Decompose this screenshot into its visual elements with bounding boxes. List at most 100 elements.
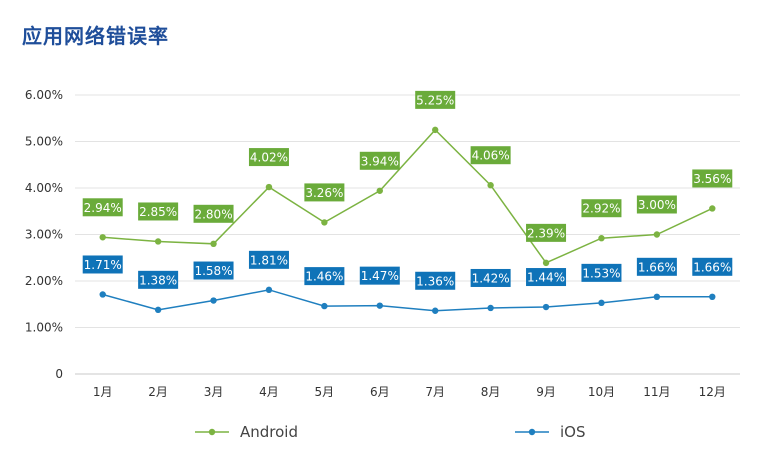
y-tick-label: 3.00% bbox=[25, 228, 63, 242]
series-group bbox=[99, 126, 716, 314]
data-label-text: 2.94% bbox=[84, 201, 122, 215]
data-point bbox=[99, 291, 106, 298]
data-label: 1.36% bbox=[415, 271, 456, 290]
data-label-text: 1.44% bbox=[527, 271, 565, 285]
data-label: 3.26% bbox=[304, 183, 345, 202]
data-label-bg bbox=[82, 255, 123, 274]
data-label: 1.42% bbox=[470, 268, 511, 287]
data-label: 1.81% bbox=[248, 250, 289, 269]
data-label-bg bbox=[82, 198, 123, 217]
data-label: 4.06% bbox=[470, 146, 511, 165]
x-tick-label: 4月 bbox=[259, 385, 279, 399]
data-point bbox=[598, 235, 605, 242]
y-tick-label: 1.00% bbox=[25, 321, 63, 335]
data-label: 3.94% bbox=[359, 151, 400, 170]
data-label-bg bbox=[692, 169, 733, 188]
data-label-bg bbox=[138, 270, 179, 289]
data-label-bg bbox=[359, 266, 400, 285]
x-tick-label: 10月 bbox=[588, 385, 615, 399]
data-point bbox=[265, 286, 273, 294]
x-axis-ticks: 1月 2月 3月 4月 5月 6月 7月 8月 9月 10月 11月 12月 bbox=[93, 385, 726, 399]
data-label: 1.53% bbox=[581, 263, 622, 282]
x-tick-label: 2月 bbox=[148, 385, 168, 399]
data-point bbox=[542, 303, 550, 311]
data-label-bg bbox=[138, 202, 179, 221]
chart-title: 应用网络错误率 bbox=[22, 24, 169, 48]
data-label-text: 1.58% bbox=[194, 264, 232, 278]
data-label: 1.66% bbox=[692, 257, 733, 276]
y-axis-ticks: 0 1.00% 2.00% 3.00% 4.00% 5.00% 6.00% bbox=[25, 88, 63, 381]
data-label-bg bbox=[470, 146, 511, 165]
data-label-bg bbox=[359, 151, 400, 170]
data-label-text: 1.36% bbox=[416, 274, 454, 288]
y-tick-label: 2.00% bbox=[25, 274, 63, 288]
data-label: 1.46% bbox=[304, 267, 345, 286]
data-point bbox=[265, 183, 273, 191]
data-label: 2.94% bbox=[82, 198, 123, 217]
data-label: 3.56% bbox=[692, 169, 733, 188]
data-label: 1.71% bbox=[82, 255, 123, 274]
data-point bbox=[653, 293, 661, 301]
x-tick-label: 12月 bbox=[699, 385, 726, 399]
data-label: 1.38% bbox=[138, 270, 179, 289]
data-label: 4.02% bbox=[248, 148, 289, 167]
x-tick-label: 6月 bbox=[370, 385, 390, 399]
y-tick-label: 6.00% bbox=[25, 88, 63, 102]
x-tick-label: 5月 bbox=[315, 385, 335, 399]
data-label: 1.47% bbox=[359, 266, 400, 285]
data-label-bg bbox=[248, 148, 289, 167]
data-label-text: 1.66% bbox=[693, 260, 731, 274]
series-line-ios bbox=[102, 289, 713, 312]
data-point bbox=[487, 304, 494, 312]
data-point bbox=[432, 307, 439, 314]
data-label-bg bbox=[636, 257, 677, 276]
data-label-text: 1.42% bbox=[472, 271, 510, 285]
x-tick-label: 1月 bbox=[93, 385, 113, 399]
data-label: 2.85% bbox=[138, 202, 179, 221]
data-label-bg bbox=[193, 261, 234, 280]
data-label-bg bbox=[526, 268, 567, 287]
legend-marker bbox=[208, 428, 216, 436]
data-label-text: 3.56% bbox=[693, 172, 731, 186]
y-tick-label: 0 bbox=[55, 367, 63, 381]
data-point bbox=[487, 182, 494, 189]
data-label-bg bbox=[581, 199, 622, 218]
data-label-text: 5.25% bbox=[416, 93, 454, 107]
x-tick-label: 9月 bbox=[536, 385, 556, 399]
data-point bbox=[598, 299, 605, 307]
data-label-bg bbox=[526, 223, 567, 242]
data-label: 1.44% bbox=[526, 268, 567, 287]
legend-label: iOS bbox=[560, 423, 586, 441]
data-point bbox=[210, 240, 217, 247]
x-tick-label: 11月 bbox=[643, 385, 670, 399]
data-label-text: 1.53% bbox=[582, 266, 620, 280]
data-point bbox=[154, 306, 162, 314]
data-label-text: 1.38% bbox=[139, 273, 177, 287]
data-label-text: 2.92% bbox=[582, 202, 620, 216]
data-label-bg bbox=[304, 267, 345, 286]
data-label-text: 2.80% bbox=[194, 207, 232, 221]
data-labels: 2.94% 2.85% 2.80% 4.02% 3.26% 3.94% 5.25% 4.06%… bbox=[82, 90, 733, 290]
data-label-text: 1.81% bbox=[250, 253, 288, 267]
data-label-bg bbox=[304, 183, 345, 202]
y-tick-label: 5.00% bbox=[25, 135, 63, 149]
data-point bbox=[99, 234, 106, 241]
series-line-android bbox=[102, 128, 713, 264]
data-label-bg bbox=[415, 90, 456, 109]
grid-lines bbox=[75, 94, 740, 375]
data-label-bg bbox=[248, 250, 289, 269]
x-tick-label: 8月 bbox=[481, 385, 501, 399]
x-tick-label: 7月 bbox=[425, 385, 445, 399]
data-point bbox=[321, 219, 328, 226]
data-label-text: 1.66% bbox=[638, 260, 676, 274]
data-label-text: 1.46% bbox=[305, 270, 343, 284]
legend-label: Android bbox=[240, 423, 298, 441]
data-point bbox=[376, 187, 383, 194]
data-label-bg bbox=[581, 263, 622, 282]
data-label-bg bbox=[193, 204, 234, 223]
data-point bbox=[653, 231, 661, 238]
data-label-text: 4.06% bbox=[472, 149, 510, 163]
data-label: 3.00% bbox=[636, 195, 677, 214]
data-point bbox=[542, 259, 550, 267]
